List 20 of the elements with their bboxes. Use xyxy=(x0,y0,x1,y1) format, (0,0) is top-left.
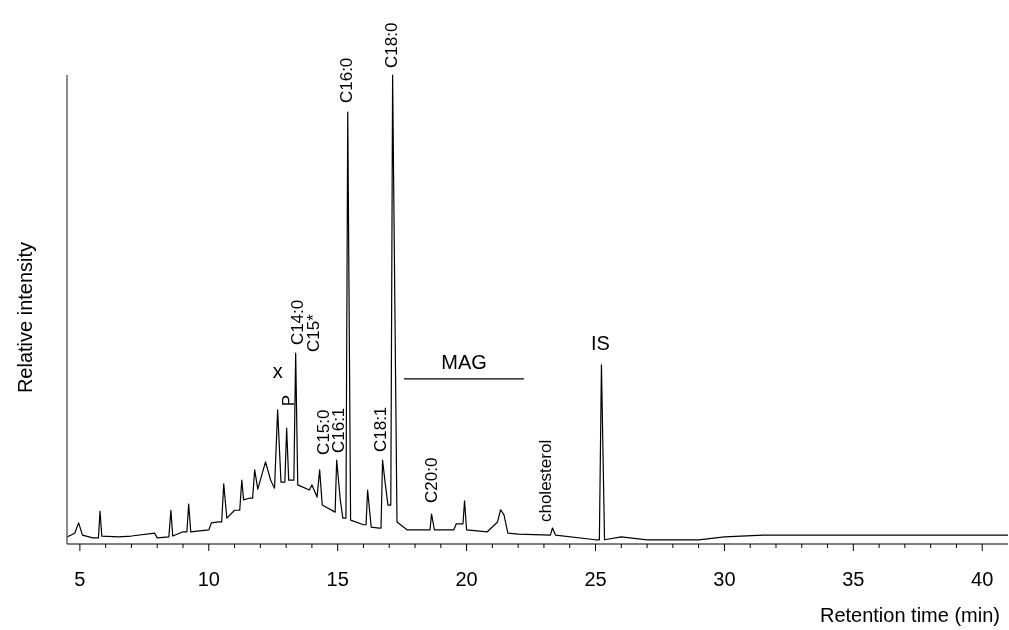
x-tick-label: 10 xyxy=(197,568,220,590)
annotation: IS xyxy=(590,331,610,354)
annotation: MAG xyxy=(441,350,487,373)
x-tick-label: 5 xyxy=(74,568,86,590)
annotation: C18:0 xyxy=(382,22,402,68)
annotation: C16:0 xyxy=(337,57,357,104)
annotation: C20:0 xyxy=(422,457,442,503)
annotation: x xyxy=(272,359,283,382)
annotation: C18:1 xyxy=(371,406,391,453)
annotation: cholesterol xyxy=(535,439,555,523)
x-tick-label: 30 xyxy=(713,568,736,590)
x-tick-label: 25 xyxy=(584,568,607,590)
annotation: C16:1 xyxy=(329,407,349,454)
annotation: P xyxy=(279,394,299,407)
x-tick-label: 35 xyxy=(842,568,865,590)
x-tick-label: 20 xyxy=(455,568,478,590)
x-tick-label: 40 xyxy=(971,568,994,590)
y-axis-title: Relative intensity xyxy=(14,241,36,394)
x-tick-label: 15 xyxy=(326,568,349,590)
x-axis-title: Retention time (min) xyxy=(819,604,1000,626)
